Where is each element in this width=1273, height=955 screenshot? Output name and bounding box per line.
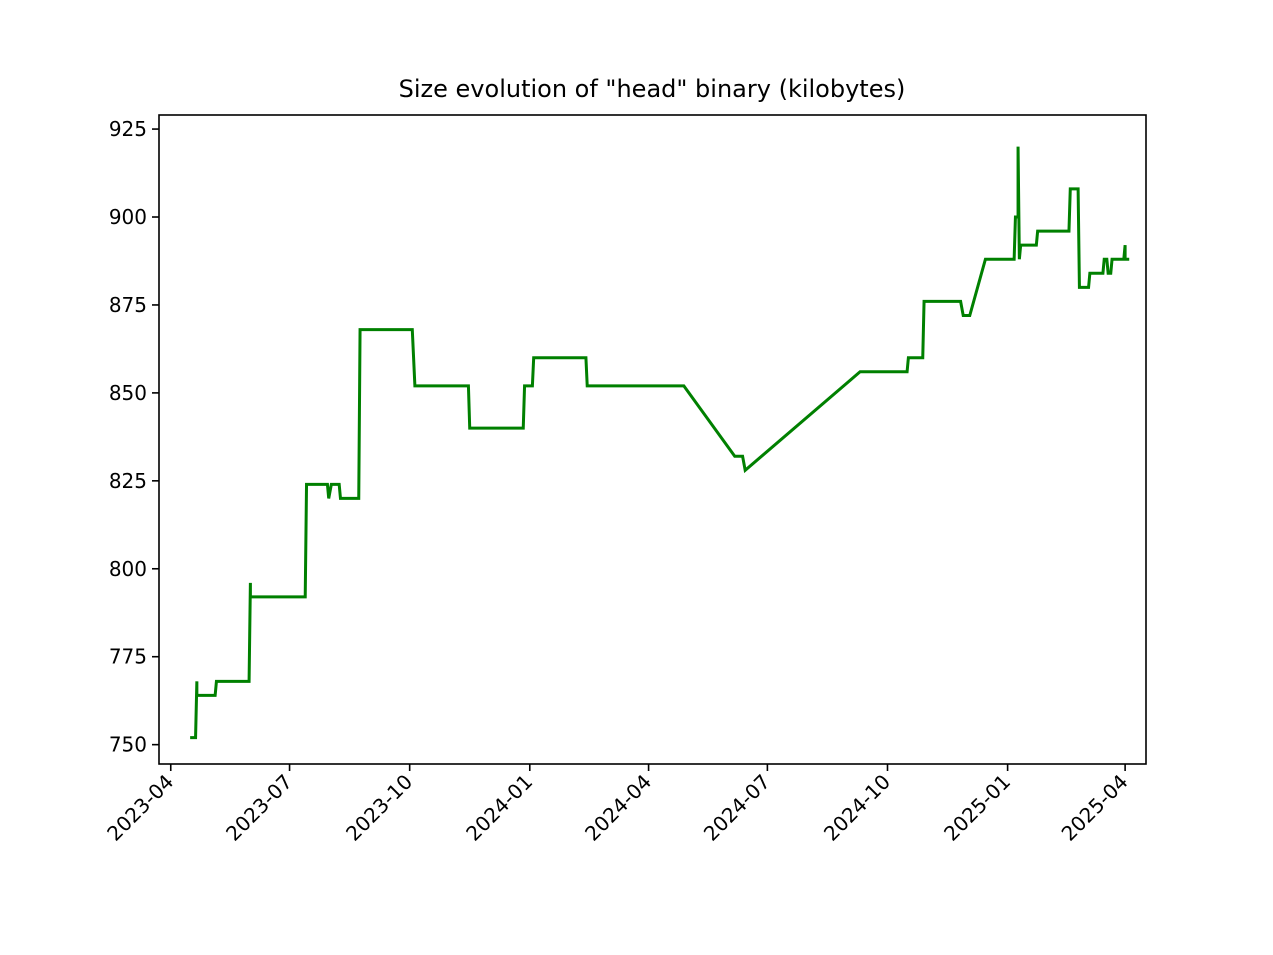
y-tick-label: 800 [109, 557, 147, 581]
y-tick-label: 900 [109, 205, 147, 229]
plot-area: 750 775 800 825 850 875 900 925 2023-04 2023-07 20… [102, 114, 1147, 846]
x-tick-label: 2023-10 [341, 770, 417, 846]
x-tick-label: 2024-10 [819, 770, 895, 846]
x-tick-label: 2023-04 [102, 770, 178, 846]
y-tick-label: 925 [109, 117, 147, 141]
x-tick-label: 2024-01 [461, 770, 537, 846]
y-tick-label: 825 [109, 469, 147, 493]
y-tick-label: 775 [109, 645, 147, 669]
x-tick-label: 2025-04 [1057, 770, 1133, 846]
y-tick-label: 750 [109, 733, 147, 757]
series-line-0 [190, 146, 1130, 740]
x-tick-label: 2024-07 [699, 770, 775, 846]
y-tick-label: 850 [109, 381, 147, 405]
axes-frame [158, 114, 1147, 765]
x-tick-label: 2023-07 [221, 770, 297, 846]
x-tick-label: 2024-04 [580, 770, 656, 846]
x-tick-label: 2025-01 [939, 770, 1015, 846]
chart-title: Size evolution of "head" binary (kilobyt… [399, 75, 906, 103]
y-tick-label: 875 [109, 293, 147, 317]
